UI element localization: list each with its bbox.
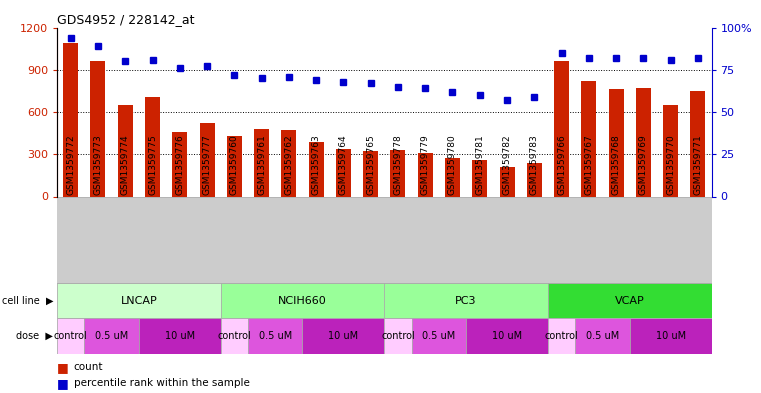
Text: NCIH660: NCIH660 [278,296,327,306]
Bar [527,163,542,196]
Bar [336,149,351,196]
Bar [91,61,106,196]
Text: percentile rank within the sample: percentile rank within the sample [74,378,250,388]
Text: 10 uM: 10 uM [328,331,358,341]
Bar [548,283,712,318]
Bar [57,318,84,354]
Bar [363,151,378,196]
Bar [254,129,269,196]
Text: 10 uM: 10 uM [164,331,195,341]
Bar [390,150,406,196]
Text: control: control [54,331,88,341]
Bar [499,167,514,196]
Bar [384,283,548,318]
Bar [581,81,597,196]
Text: 0.5 uM: 0.5 uM [95,331,129,341]
Bar [636,88,651,196]
Bar [248,318,303,354]
Bar [282,130,296,196]
Bar [303,318,384,354]
Bar [384,318,412,354]
Text: PC3: PC3 [455,296,477,306]
Text: 10 uM: 10 uM [655,331,686,341]
Bar [466,318,548,354]
Text: ■: ■ [57,376,68,390]
Bar [609,90,623,196]
Text: count: count [74,362,103,373]
Bar [575,318,630,354]
Bar [221,283,384,318]
Text: ■: ■ [57,361,68,374]
Bar [172,132,187,196]
Bar [548,318,575,354]
Bar [84,318,139,354]
Bar [139,318,221,354]
Bar [199,123,215,196]
Bar [145,97,160,196]
Text: 0.5 uM: 0.5 uM [259,331,292,341]
Text: LNCAP: LNCAP [120,296,158,306]
Bar [473,160,487,196]
Text: GDS4952 / 228142_at: GDS4952 / 228142_at [57,13,195,26]
Text: control: control [381,331,415,341]
Text: cell line  ▶: cell line ▶ [2,296,53,306]
Bar [227,136,242,196]
Bar [412,318,466,354]
Text: control: control [218,331,251,341]
Text: control: control [545,331,578,341]
Bar [630,318,712,354]
Bar [445,158,460,196]
Bar [118,105,132,196]
Bar [221,318,248,354]
Bar [690,91,705,196]
Bar [57,283,221,318]
Bar [554,61,569,196]
Bar [663,105,678,196]
Text: dose  ▶: dose ▶ [17,331,53,341]
Text: 10 uM: 10 uM [492,331,522,341]
Text: 0.5 uM: 0.5 uM [422,331,456,341]
Bar [63,43,78,196]
Bar [418,153,433,196]
Text: 0.5 uM: 0.5 uM [586,331,619,341]
Text: VCAP: VCAP [615,296,645,306]
Bar [309,141,323,196]
